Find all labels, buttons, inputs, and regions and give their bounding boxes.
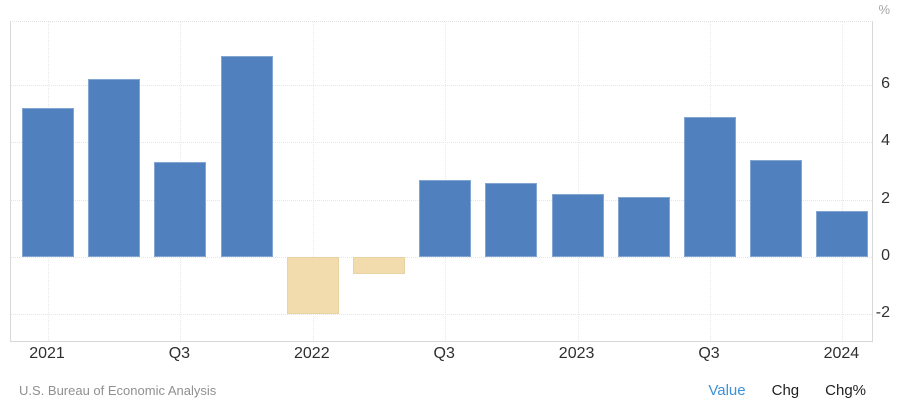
gridline-y-6 — [11, 85, 872, 87]
bar-q1-2022[interactable] — [286, 257, 339, 315]
y-axis-tick-6: 6 — [881, 75, 890, 93]
x-axis-tick-2024-12: 2024 — [823, 345, 860, 362]
footer-link-chg[interactable]: Chg — [771, 382, 800, 399]
source-attribution: U.S. Bureau of Economic Analysis — [19, 383, 217, 398]
x-axis-tick-2021-0: 2021 — [29, 345, 65, 362]
footer-links: Value Chg Chg% — [708, 380, 866, 402]
y-axis-unit-label: % — [878, 2, 890, 17]
plot-area — [10, 21, 873, 342]
x-axis-tick-2022-4: 2022 — [294, 345, 330, 362]
y-axis-tick-4: 4 — [881, 132, 890, 150]
gridline-y--2 — [11, 314, 872, 316]
bar-q1-2023[interactable] — [551, 194, 604, 258]
bar-q3-2021[interactable] — [154, 162, 207, 257]
gridline-y-4 — [11, 142, 872, 144]
bar-q3-2023[interactable] — [684, 116, 736, 257]
bar-q2-2021[interactable] — [88, 79, 141, 257]
bar-q3-2022[interactable] — [419, 179, 472, 257]
bar-q4-2022[interactable] — [485, 182, 538, 257]
bar-q4-2021[interactable] — [220, 56, 273, 257]
bar-q2-2022[interactable] — [353, 257, 405, 275]
bar-q1-2024[interactable] — [816, 211, 869, 258]
gridline-x-2023-8 — [577, 22, 579, 341]
bar-q1-2021[interactable] — [22, 108, 74, 257]
chart-footer: U.S. Bureau of Economic Analysis Value Ch… — [0, 380, 900, 402]
gridline-x-2022-4 — [312, 22, 314, 341]
footer-link-value[interactable]: Value — [708, 382, 746, 399]
bar-q4-2023[interactable] — [750, 159, 803, 257]
footer-link-chg-[interactable]: Chg% — [825, 382, 866, 399]
gridline-y-0 — [11, 257, 872, 258]
bar-q2-2023[interactable] — [617, 196, 670, 257]
x-axis-tick-q3-2: Q3 — [168, 345, 191, 362]
x-axis-tick-2023-8: 2023 — [558, 345, 595, 362]
y-axis-tick-2: 2 — [881, 189, 890, 207]
x-axis-tick-q3-10: Q3 — [698, 345, 720, 362]
x-axis-tick-q3-6: Q3 — [433, 345, 455, 362]
gridline-x-2024-12 — [842, 22, 844, 341]
y-axis-tick-0: 0 — [881, 247, 890, 264]
y-axis-tick--2: -2 — [875, 304, 890, 322]
